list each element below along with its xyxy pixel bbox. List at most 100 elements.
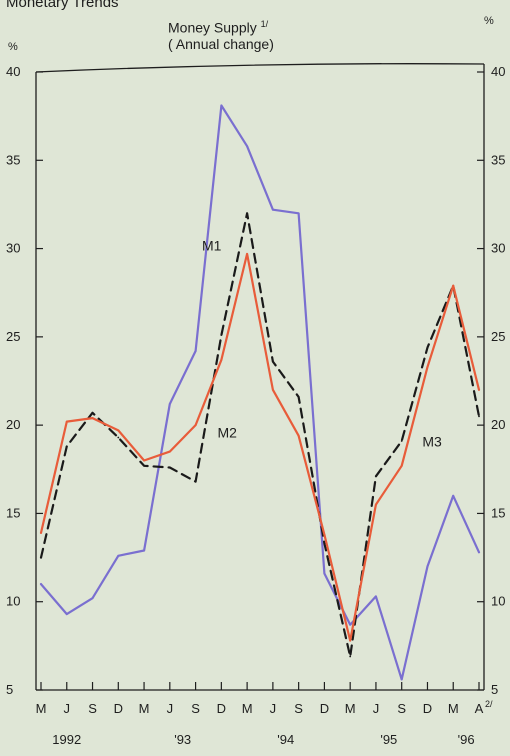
x-tick-label: D [217, 701, 226, 716]
y-tick-label-left: 25 [6, 329, 20, 344]
y-unit-left: % [8, 41, 18, 53]
plot-top-border [35, 63, 485, 73]
data-point-m1 [194, 350, 197, 352]
x-tick-label: J [167, 701, 174, 716]
data-point-m3 [452, 284, 455, 287]
data-point-m2 [400, 440, 403, 442]
x-tick-label: M [448, 701, 459, 716]
data-point-m1 [478, 551, 480, 554]
x-tick-label: D [423, 701, 432, 716]
y-tick-label-right: 10 [491, 594, 505, 609]
x-tick-label: D [320, 701, 329, 716]
chart-subtitle: ( Annual change) [168, 35, 274, 52]
data-point-m2 [143, 464, 145, 467]
y-tick-label-left: 30 [6, 241, 20, 256]
x-tick-label: M [139, 701, 150, 716]
data-point-m2 [65, 445, 68, 448]
data-point-m3 [349, 639, 352, 642]
data-point-m2 [375, 475, 377, 478]
data-point-m3 [143, 459, 145, 462]
data-point-m2 [168, 466, 171, 469]
data-point-m1 [426, 565, 429, 568]
data-point-m1 [117, 554, 120, 557]
data-point-m3 [400, 464, 403, 467]
data-point-m3 [40, 531, 42, 534]
data-point-m3 [323, 533, 326, 536]
x-tick-label: A [475, 701, 484, 716]
data-point-m1 [40, 583, 42, 585]
data-point-m3 [478, 388, 480, 391]
data-point-m1 [220, 104, 223, 107]
x-tick-label: S [88, 701, 97, 716]
data-point-m1 [452, 494, 455, 497]
data-point-m2 [220, 334, 223, 336]
data-point-m1 [246, 145, 249, 148]
y-tick-label-right: 40 [491, 64, 505, 79]
series-line-m2 [39, 212, 481, 658]
series-line-m3 [39, 252, 481, 642]
year-label: '95 [380, 732, 397, 747]
y-tick-label-left: 15 [6, 505, 20, 520]
x-tick-label: S [294, 701, 303, 716]
y-tick-label-left: 20 [6, 417, 20, 432]
data-point-m3 [91, 417, 94, 419]
chart-title-block: Money Supply 1/ ( Annual change) [168, 16, 274, 52]
y-tick-label-right: 25 [491, 329, 505, 344]
data-point-m3 [426, 365, 429, 368]
x-tick-label: S [397, 701, 406, 716]
series-label-m3: M3 [422, 433, 442, 449]
x-tick-footnote: 2/ [485, 699, 493, 709]
data-point-m1 [349, 623, 352, 626]
data-point-m1 [400, 678, 403, 681]
data-point-m3 [271, 388, 274, 391]
data-point-m1 [323, 572, 326, 575]
data-point-m1 [65, 613, 68, 615]
data-point-m2 [117, 436, 120, 439]
data-point-m2 [323, 542, 326, 545]
y-tick-label-left: 35 [6, 152, 20, 167]
y-tick-label-right: 20 [491, 417, 505, 432]
series-label-m2: M2 [217, 425, 237, 441]
data-point-m2 [194, 480, 197, 483]
page-title: Monetary Trends [6, 0, 119, 11]
data-point-m2 [426, 346, 429, 349]
y-unit-right: % [484, 15, 494, 27]
y-tick-label-right: 30 [491, 241, 505, 256]
data-point-m1 [168, 403, 171, 405]
y-tick-label-right: 5 [491, 682, 498, 697]
data-point-m3 [65, 420, 68, 423]
year-label: '94 [277, 732, 294, 747]
x-tick-label: S [191, 701, 200, 716]
data-point-m1 [143, 549, 145, 552]
data-point-m3 [375, 503, 377, 506]
data-point-m3 [220, 358, 223, 361]
data-point-m3 [117, 429, 120, 432]
data-point-m2 [349, 655, 352, 658]
x-tick-label: M [345, 701, 356, 716]
y-tick-label-left: 5 [6, 682, 13, 697]
year-label: '96 [458, 732, 475, 747]
x-tick-label: J [270, 701, 277, 716]
data-point-m2 [246, 212, 249, 215]
data-point-m2 [297, 395, 300, 398]
series-line-m1 [39, 104, 481, 681]
x-tick-label: M [36, 701, 47, 716]
x-tick-label: J [64, 701, 71, 716]
data-point-m1 [375, 595, 377, 598]
data-point-m2 [478, 415, 480, 418]
data-point-m2 [40, 556, 42, 559]
data-point-m1 [297, 212, 300, 215]
data-point-m1 [271, 208, 274, 211]
data-point-m3 [297, 434, 300, 437]
data-point-m3 [194, 424, 197, 427]
x-tick-label: J [373, 701, 380, 716]
y-tick-label-left: 10 [6, 594, 20, 609]
chart-title-footnote: 1/ [260, 19, 269, 29]
y-tick-label-right: 35 [491, 152, 505, 167]
x-tick-label: D [114, 701, 123, 716]
data-point-m2 [91, 411, 94, 414]
data-point-m2 [271, 360, 274, 363]
series-label-m1: M1 [202, 237, 222, 253]
x-tick-label: M [242, 701, 253, 716]
